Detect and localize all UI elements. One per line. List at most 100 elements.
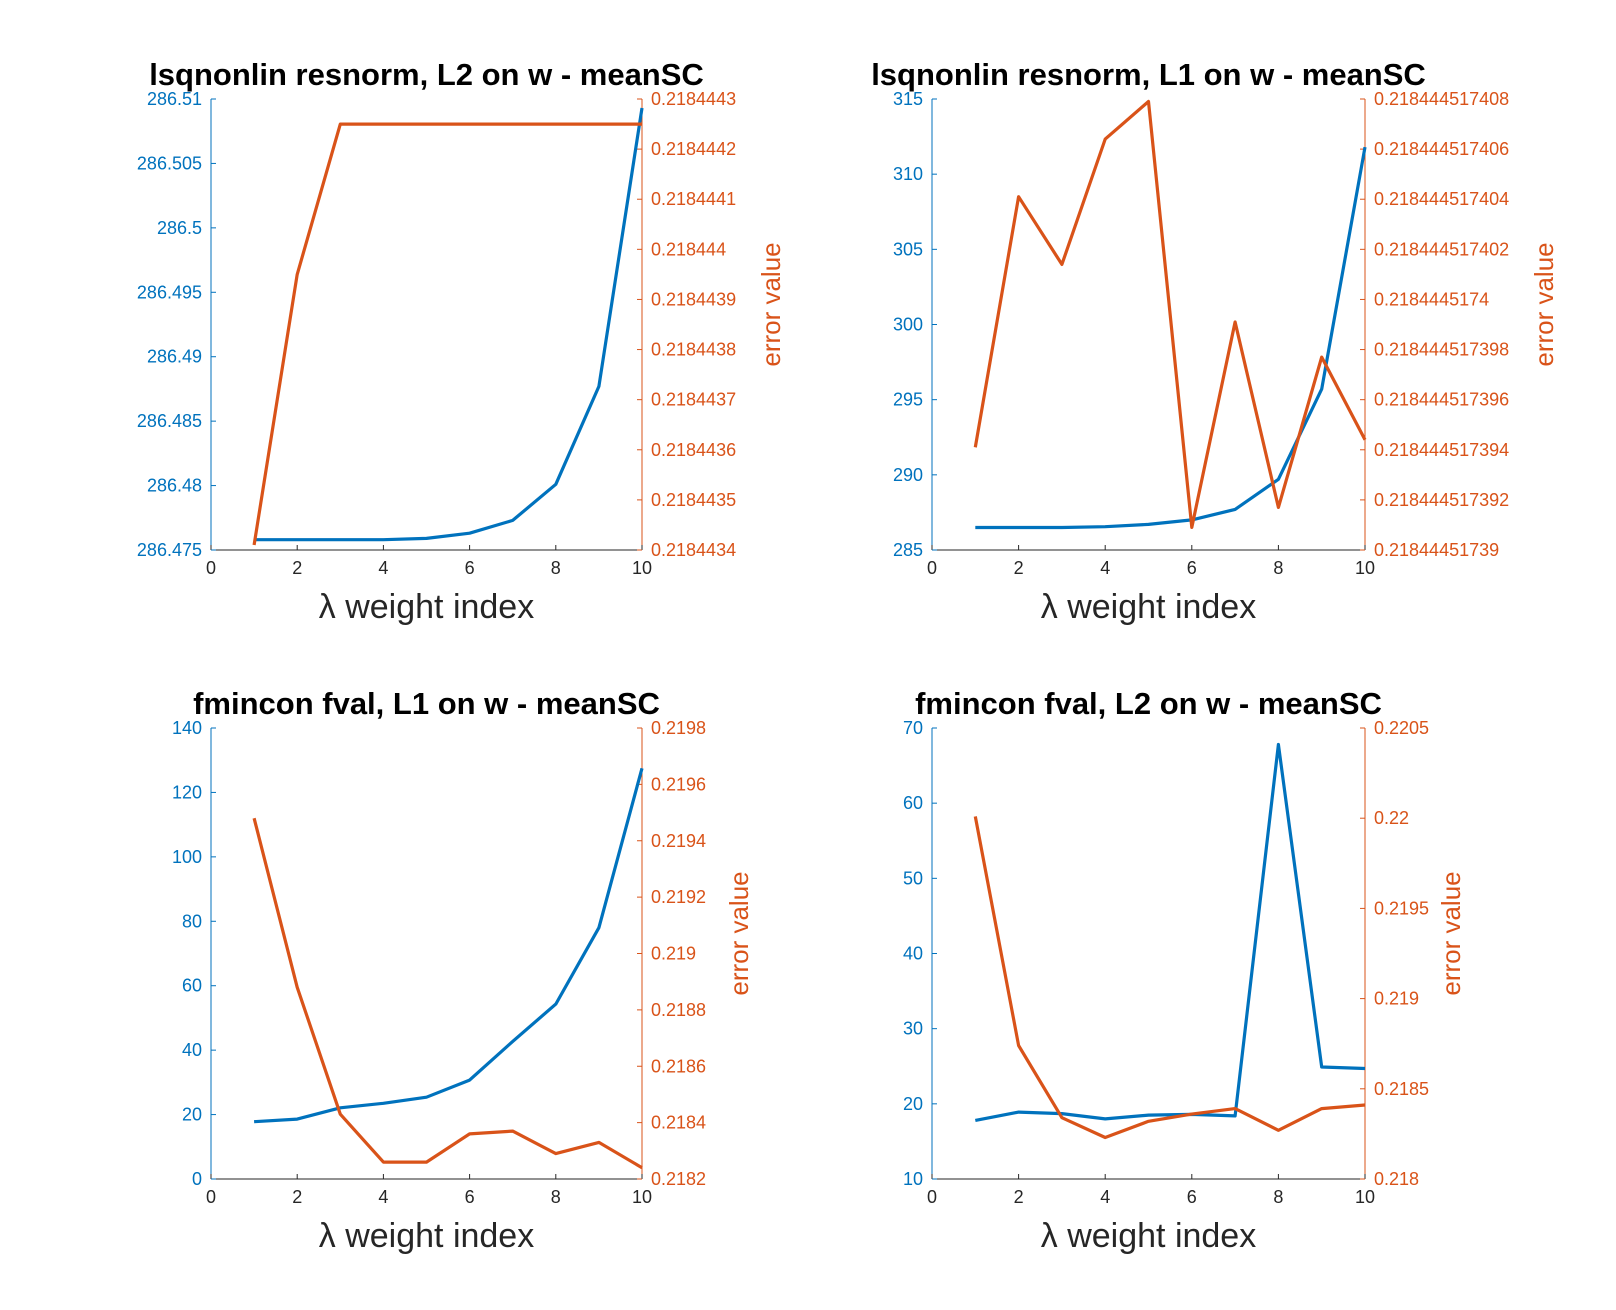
x-tick-label: 4 (1100, 1187, 1110, 1207)
x-axis-label: λ weight index (1041, 1217, 1256, 1255)
left-tick-label: 286.5 (157, 218, 202, 238)
chart-title: fmincon fval, L2 on w - meanSC (915, 686, 1382, 721)
left-tick-label: 286.475 (137, 540, 202, 560)
right-tick-label: 0.218 (1374, 1169, 1419, 1189)
x-tick-label: 2 (1014, 558, 1024, 578)
right-tick-label: 0.2198 (651, 718, 706, 738)
left-tick-label: 295 (893, 390, 923, 410)
left-series-line (254, 767, 644, 1124)
right-series-line (252, 817, 643, 1170)
right-tick-label: 0.218444517402 (1374, 239, 1509, 259)
left-tick-label: 286.495 (137, 282, 202, 302)
left-tick-label: 305 (893, 239, 923, 259)
x-tick-label: 4 (1100, 558, 1110, 578)
left-tick-label: 286.505 (137, 153, 202, 173)
left-tick-label: 286.485 (137, 411, 202, 431)
right-tick-label: 0.2184438 (651, 340, 736, 360)
x-tick-label: 0 (206, 558, 216, 578)
left-tick-label: 80 (182, 911, 202, 931)
left-tick-label: 286.49 (147, 347, 202, 367)
right-tick-label: 0.218444517392 (1374, 490, 1509, 510)
right-tick-label: 0.2205 (1374, 718, 1429, 738)
x-tick-label: 6 (465, 558, 475, 578)
x-axis-label: λ weight index (319, 1217, 534, 1255)
left-tick-label: 20 (903, 1094, 923, 1114)
right-tick-label: 0.22 (1374, 808, 1409, 828)
right-tick-label: 0.218444517404 (1374, 189, 1509, 209)
chart-4: 0 2 4 6 8 10 10 20 30 40 50 60 70 0.218 0.2185 0.219 0.2… (903, 686, 1466, 1255)
left-tick-label: 140 (172, 718, 202, 738)
right-tick-label: 0.219 (651, 944, 696, 964)
x-tick-label: 0 (927, 558, 937, 578)
x-tick-label: 8 (551, 1187, 561, 1207)
left-tick-label: 286.51 (147, 89, 202, 109)
right-tick-label: 0.218444517396 (1374, 390, 1509, 410)
right-axis-label: error value (1436, 871, 1466, 995)
x-tick-label: 2 (1014, 1187, 1024, 1207)
left-series-line (975, 146, 1367, 530)
x-tick-label: 4 (378, 1187, 388, 1207)
x-tick-label: 6 (465, 1187, 475, 1207)
left-tick-label: 285 (893, 540, 923, 560)
right-tick-label: 0.2184 (651, 1113, 706, 1133)
right-tick-label: 0.2188 (651, 1000, 706, 1020)
left-tick-label: 50 (903, 868, 923, 888)
left-series-line (974, 742, 1366, 1122)
chart-2: 0 2 4 6 8 10 285 290 295 300 305 310 315 0.2184445173… (871, 57, 1559, 626)
x-tick-label: 0 (927, 1187, 937, 1207)
left-tick-label: 70 (903, 718, 923, 738)
right-tick-label: 0.218444517406 (1374, 139, 1509, 159)
right-tick-label: 0.2194 (651, 831, 706, 851)
x-tick-label: 8 (1273, 558, 1283, 578)
left-tick-label: 100 (172, 847, 202, 867)
x-tick-label: 0 (206, 1187, 216, 1207)
left-tick-label: 286.48 (147, 476, 202, 496)
right-tick-label: 0.2184435 (651, 490, 736, 510)
x-tick-label: 8 (551, 558, 561, 578)
right-axis-label: error value (1529, 242, 1559, 366)
x-tick-label: 8 (1273, 1187, 1283, 1207)
x-tick-label: 2 (292, 1187, 302, 1207)
left-tick-label: 20 (182, 1105, 202, 1125)
x-tick-label: 10 (632, 558, 652, 578)
right-tick-label: 0.2186 (651, 1056, 706, 1076)
left-tick-label: 60 (903, 793, 923, 813)
left-tick-label: 310 (893, 164, 923, 184)
right-tick-label: 0.2184434 (651, 540, 736, 560)
x-tick-label: 10 (1355, 1187, 1375, 1207)
x-tick-label: 10 (1355, 558, 1375, 578)
left-series-line (254, 107, 644, 542)
right-tick-label: 0.2185 (1374, 1079, 1429, 1099)
left-tick-label: 30 (903, 1019, 923, 1039)
right-tick-label: 0.218444517394 (1374, 440, 1509, 460)
x-tick-label: 6 (1187, 558, 1197, 578)
right-tick-label: 0.218444517408 (1374, 89, 1509, 109)
left-tick-label: 120 (172, 782, 202, 802)
right-axis-label: error value (724, 871, 754, 995)
right-tick-label: 0.2184445174 (1374, 289, 1489, 309)
right-tick-label: 0.2192 (651, 887, 706, 907)
right-tick-label: 0.2182 (651, 1169, 706, 1189)
right-series-line (973, 99, 1367, 530)
chart-title: lsqnonlin resnorm, L2 on w - meanSC (149, 57, 704, 92)
right-series-line (973, 816, 1366, 1140)
right-axis-label: error value (756, 242, 786, 366)
chart-1: 0 2 4 6 8 10 286.475 286.48 286.485 286.49 286.495… (137, 57, 786, 626)
right-tick-label: 0.21844451739 (1374, 540, 1499, 560)
x-tick-label: 2 (292, 558, 302, 578)
right-tick-label: 0.2184441 (651, 189, 736, 209)
x-axis-label: λ weight index (319, 588, 534, 626)
left-tick-label: 0 (192, 1169, 202, 1189)
x-tick-label: 4 (378, 558, 388, 578)
chart-title: fmincon fval, L1 on w - meanSC (193, 686, 660, 721)
chart-3: 0 2 4 6 8 100204060801001201400.21820.21840.2… (172, 686, 754, 1255)
x-tick-label: 6 (1187, 1187, 1197, 1207)
right-series-line (252, 122, 642, 546)
right-tick-label: 0.219 (1374, 989, 1419, 1009)
left-tick-label: 40 (903, 944, 923, 964)
right-tick-label: 0.218444517398 (1374, 340, 1509, 360)
left-tick-label: 290 (893, 465, 923, 485)
left-tick-label: 315 (893, 89, 923, 109)
chart-title: lsqnonlin resnorm, L1 on w - meanSC (871, 57, 1426, 92)
